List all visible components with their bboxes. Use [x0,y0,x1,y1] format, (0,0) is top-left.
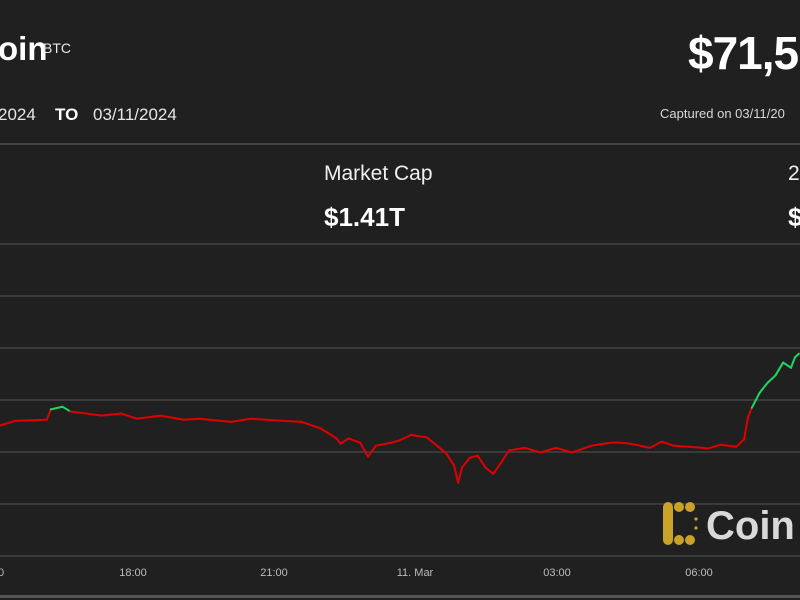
price-segment [229,417,252,423]
price-segment [672,444,691,448]
price-segment [45,408,52,421]
price-segment [617,441,632,445]
price-segment [707,443,722,450]
market-cap-label: Market Cap [324,162,433,185]
price-segment [746,406,753,419]
price-segment [280,419,303,423]
price-segment [0,419,17,427]
x-tick-label: 18:00 [119,567,147,579]
price-segment [484,466,495,475]
price-segment [500,449,510,464]
price-segment [182,417,201,421]
price-segment [61,405,72,413]
price-segment [793,352,800,359]
price-segment [476,454,487,469]
price-segment [590,441,612,447]
price-segment [425,436,436,445]
x-tick-label: 03:00 [543,567,571,579]
price-segment [49,405,64,411]
date-from[interactable]: 2024 [0,105,36,124]
price-segment [457,466,463,484]
price-segment [398,433,413,442]
price-segment [790,356,796,369]
price-segment [359,441,369,458]
price-segment [159,414,185,421]
gridlines [0,243,800,557]
price-segment [570,444,593,454]
price-segment [774,361,785,377]
price-segment [523,446,542,454]
price-segment [782,361,792,369]
price-chart[interactable]: 0 18:00 21:00 11. Mar 03:00 06:00 [0,230,800,600]
current-price: $71,5 [688,27,799,79]
price-segment [649,440,663,449]
price-segment [300,420,322,430]
price-segment [433,442,448,455]
price-segment [743,416,749,441]
price-segment [629,442,651,449]
x-tick-label: 0 [0,567,4,579]
asset-symbol: BTC [43,40,71,56]
price-segment [249,417,283,422]
price-segment [719,443,738,448]
price-segment [339,437,350,445]
price-segment [320,427,338,440]
x-tick-label: 21:00 [260,567,288,579]
price-segment [69,410,80,414]
price-segment [750,391,761,409]
price-segment [14,418,48,422]
coindesk-logo: Coin [662,501,800,552]
price-segment [539,446,557,454]
divider [0,143,800,145]
market-cap-value: $1.41T [324,202,405,232]
stat-label-2: 2 [788,162,800,185]
stat-value-2: $ [788,202,800,232]
x-tick-label: 11. Mar [397,567,434,579]
price-segment [688,445,710,450]
logo-mark-icon [663,502,698,545]
price-segment [508,446,526,452]
price-segment [335,437,342,445]
price-segment [445,452,456,467]
price-segment [135,414,162,420]
price-segment [555,446,573,454]
price-segment [390,439,401,444]
price-segment [735,438,745,448]
x-tick-label: 06:00 [685,567,713,579]
chart-scrollbar[interactable] [0,595,800,598]
price-segment [347,437,362,444]
price-segment [453,464,460,484]
price-segment [198,417,232,423]
date-to[interactable]: 03/11/2024 [93,105,177,124]
logo-text: Coin [706,504,795,547]
price-segment [468,454,479,459]
price-segment [120,412,138,420]
price-segment [660,440,675,447]
price-line [0,352,800,484]
x-axis: 0 18:00 21:00 11. Mar 03:00 06:00 [0,567,713,579]
price-segment [766,374,777,384]
price-segment [374,441,393,447]
price-segment [367,444,377,458]
price-segment [758,381,769,394]
price-segment [410,433,428,439]
price-segment [492,461,503,475]
price-segment [461,456,471,469]
to-label: TO [55,105,79,124]
asset-name: oin [0,30,48,67]
price-segment [77,411,103,417]
captured-timestamp: Captured on 03/11/20 [660,106,785,121]
price-segment [100,412,123,417]
